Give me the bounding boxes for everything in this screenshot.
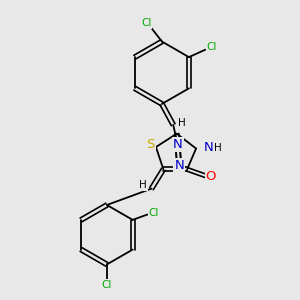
Text: N: N [204,141,213,154]
Text: H: H [178,118,185,128]
Text: Cl: Cl [141,18,151,28]
Text: N: N [173,138,182,151]
Text: H: H [139,180,147,190]
Text: H: H [214,142,221,153]
Text: O: O [206,170,216,183]
Text: Cl: Cl [207,42,217,52]
Text: N: N [174,159,184,172]
Text: Cl: Cl [102,280,112,290]
Text: S: S [146,138,155,152]
Text: Cl: Cl [149,208,159,218]
